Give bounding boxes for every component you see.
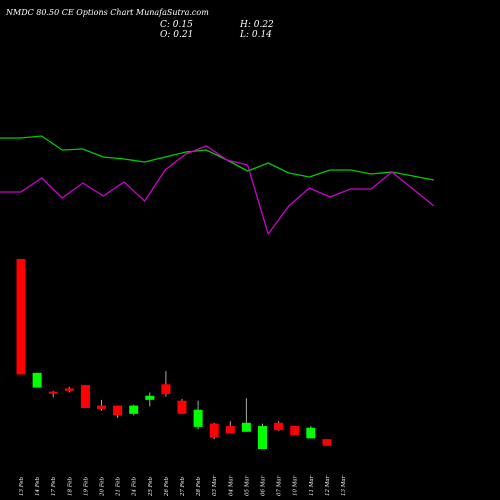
candle-body — [80, 385, 90, 409]
candle-body — [209, 423, 219, 438]
candle-body — [113, 405, 123, 416]
candle-body — [48, 391, 58, 394]
x-tick-label: 24 Feb — [132, 476, 138, 497]
open-value: O: 0.21 — [160, 30, 194, 40]
candle-body — [274, 422, 284, 431]
x-tick-label: 21 Feb — [116, 476, 122, 497]
candle-body — [322, 439, 332, 446]
x-tick-label: 27 Feb — [180, 476, 186, 497]
x-tick-label: 17 Feb — [51, 476, 57, 496]
x-tick-label: 19 Feb — [83, 476, 89, 496]
x-tick-label: 13 Feb — [19, 476, 25, 496]
x-tick-label: 11 Mar — [309, 475, 315, 496]
candle-body — [241, 422, 251, 432]
x-tick-label: 03 Mar — [212, 475, 218, 496]
candle-body — [97, 405, 106, 409]
x-tick-label: 18 Feb — [67, 476, 73, 496]
candle-body — [177, 400, 187, 414]
x-tick-label: 26 Feb — [164, 476, 170, 497]
low-value: L: 0.14 — [240, 30, 272, 40]
candle-body — [290, 426, 300, 436]
x-tick-label: 06 Mar — [261, 475, 267, 496]
fast-average-line — [0, 145, 435, 236]
candle-body — [161, 384, 171, 395]
slow-average-line — [0, 135, 435, 181]
x-tick-label: 13 Mar — [341, 475, 347, 496]
x-tick-label: 20 Feb — [100, 476, 106, 497]
candle-body — [306, 427, 316, 439]
x-tick-label: 25 Feb — [148, 476, 154, 497]
x-tick-label: 04 Mar — [228, 475, 234, 496]
x-tick-label: 10 Mar — [293, 475, 299, 496]
close-value: C: 0.15 — [160, 20, 193, 30]
candle-body — [64, 388, 74, 391]
candle-body — [225, 426, 235, 434]
x-tick-label: 12 Mar — [325, 475, 331, 496]
chart-title: NMDC 80.50 CE Options Chart MunafaSutra.… — [6, 8, 209, 17]
x-tick-label: 07 Mar — [277, 475, 283, 496]
x-tick-label: 28 Feb — [196, 476, 202, 497]
candle-body — [145, 395, 155, 400]
x-tick-label: 14 Feb — [35, 476, 41, 496]
candle-body — [258, 426, 267, 449]
candle-body — [16, 259, 26, 375]
candle-body — [129, 405, 139, 414]
candle-body — [32, 372, 42, 388]
candle-body — [193, 409, 203, 427]
high-value: H: 0.22 — [240, 20, 274, 30]
x-tick-label: 05 Mar — [244, 475, 250, 496]
